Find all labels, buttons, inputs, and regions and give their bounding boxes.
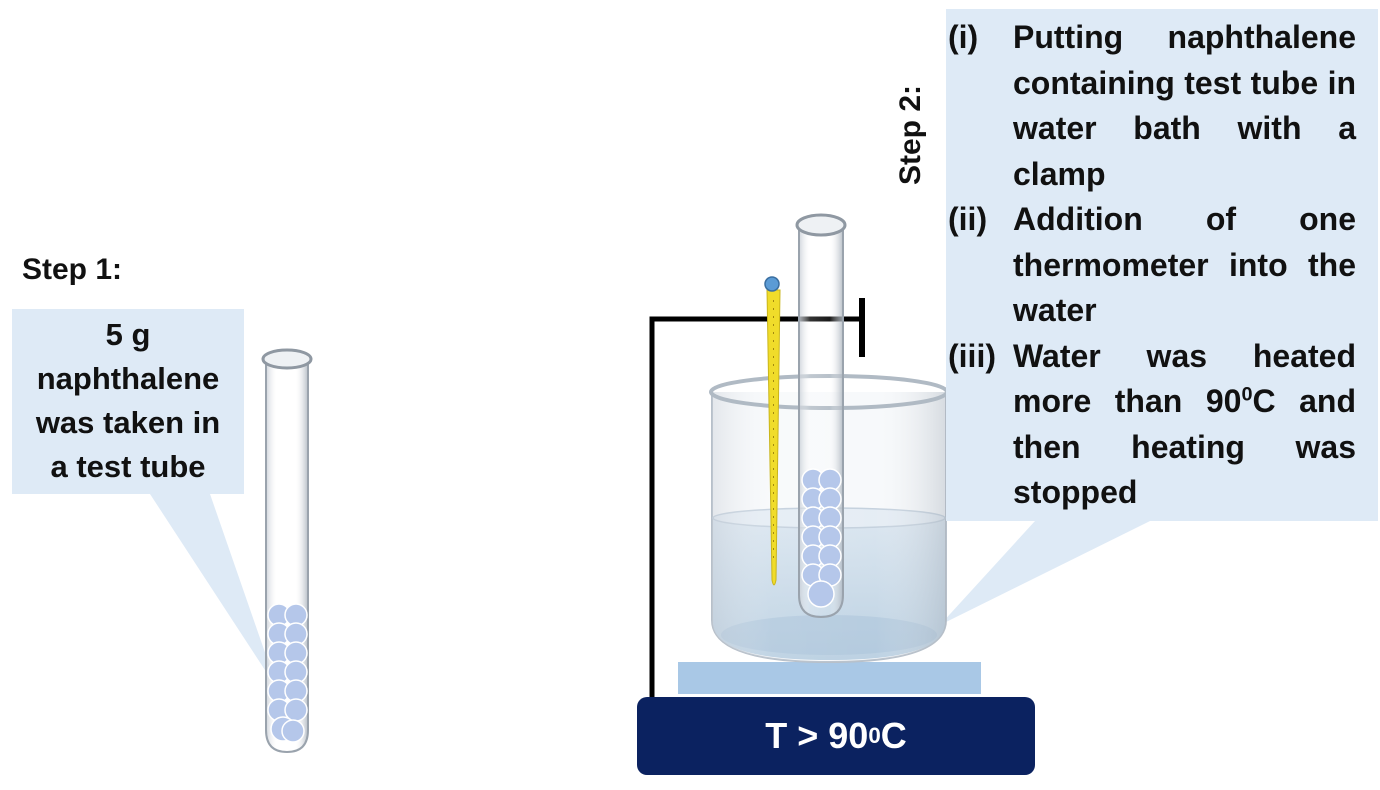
naphthalene-solid [267,603,308,743]
step2-item-superscript: 0 [1241,383,1253,406]
naphthalene-solid [801,468,842,608]
test-tube-icon [261,348,313,754]
step1-note-line: 5 g [105,317,151,352]
step1-note-line: a test tube [50,449,206,484]
step1-callout-pointer [150,494,278,690]
thermometer-icon [764,276,781,586]
step2-item-number: (i) [948,19,979,55]
step1-note: 5 g naphthalene was taken in a test tube [12,309,244,494]
heater-label-unit: C [880,715,907,756]
step2-item-text: Addition of one thermometer into the wat… [1013,201,1356,328]
test-tube-icon [795,213,847,619]
heater-temperature-label: T > 90 0 C [765,715,907,756]
step2-item: (iii) Water was heated more than 900C an… [948,334,1356,516]
step1-note-line: was taken in [35,405,221,440]
step2-list: (i) Putting naphthalene containing test … [948,15,1356,516]
step2-item-text-part: Water was heated more than 90 [1013,337,1356,420]
hot-plate-icon [637,662,1035,775]
step2-item: (ii) Addition of one thermometer into th… [948,197,1356,334]
step2-item-text-part: C and then heating was stopped [1013,383,1357,510]
step2-item-number: (iii) [948,337,996,374]
step1-heading: Step 1: [22,253,123,286]
step2-note [946,9,1378,521]
step2-item-number: (ii) [948,201,988,237]
step2-item-text: Putting naphthalene containing test tube… [1013,19,1356,192]
step2-callout-pointer [940,521,1150,625]
heater-label-text: T > 90 [765,715,869,756]
step2-item-text: Water was heated more than 900C and then… [1013,334,1356,516]
heater-base [637,697,1035,775]
step2-item: (i) Putting naphthalene containing test … [948,15,1356,197]
step1-note-line: naphthalene [36,361,220,396]
clamp-icon [649,298,865,697]
step2-heading: Step 2: [894,84,927,186]
heater-plate [678,662,981,694]
